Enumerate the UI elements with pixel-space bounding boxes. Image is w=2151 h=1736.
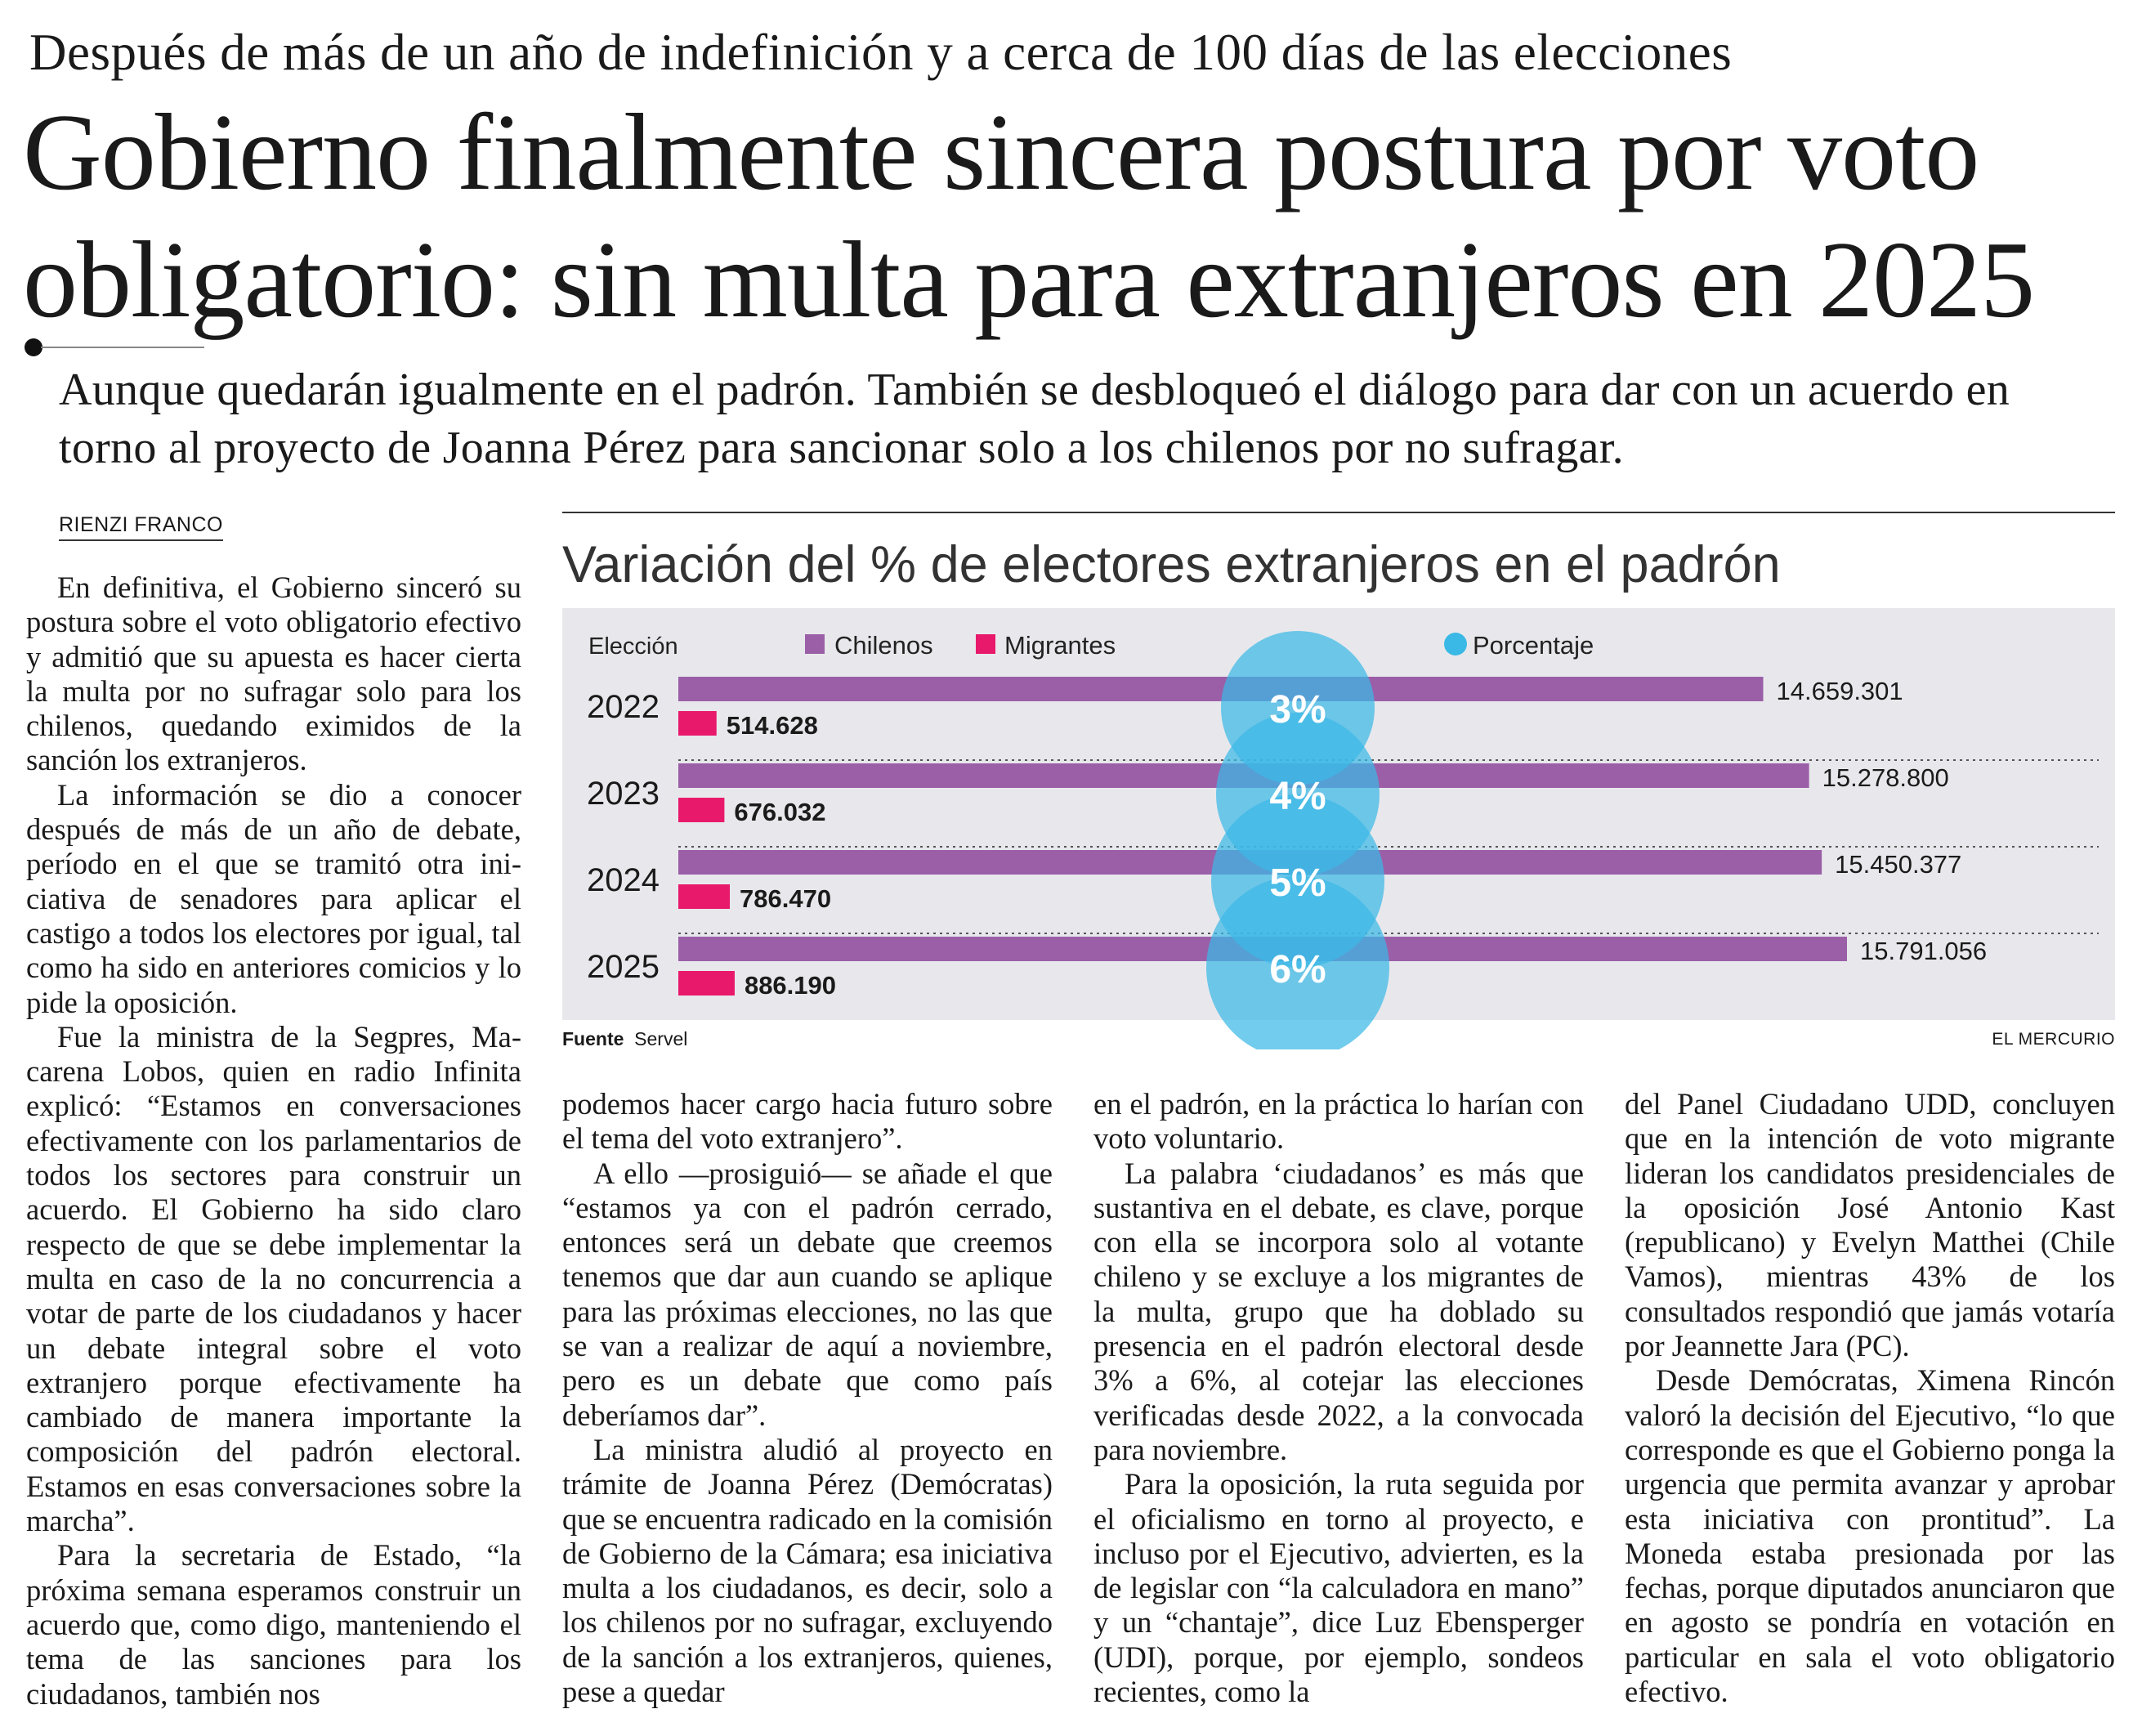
paragraph: Para la secretaria de Estado, “la próxim…	[26, 1538, 521, 1711]
article-column-3: en el padrón, en la práctica lo harían c…	[1093, 1087, 1584, 1709]
kicker: Después de más de un año de indefinición…	[29, 24, 1733, 81]
deck: Aunque quedarán igualmente en el padrón.…	[59, 365, 2010, 473]
bar-migrantes	[678, 884, 731, 909]
bubble-label-porcentaje: 6%	[1269, 948, 1326, 991]
bar-label-migrantes: 886.190	[745, 971, 836, 1000]
paragraph: en el padrón, en la práctica lo harían c…	[1093, 1087, 1584, 1156]
legend-label-migrantes: Migrantes	[1004, 631, 1116, 660]
chart-top-rule	[562, 512, 2115, 513]
paragraph: La ministra aludió al proyecto en trámit…	[562, 1432, 1053, 1709]
bubble-label-porcentaje: 5%	[1269, 861, 1326, 905]
category-label: 2024	[587, 862, 660, 898]
bullet-dot	[25, 338, 42, 356]
category-label: 2022	[587, 689, 660, 725]
paragraph: La palabra ‘ciudadanos’ es más que susta…	[1093, 1156, 1584, 1466]
source-value: Servel	[634, 1028, 688, 1049]
chart-credit: EL MERCURIO	[1992, 1030, 2115, 1049]
bar-label-chilenos: 15.450.377	[1835, 850, 1961, 879]
paragraph: podemos hacer cargo hacia futuro sobre e…	[562, 1087, 1053, 1156]
legend-label-porcentaje: Porcentaje	[1473, 631, 1594, 660]
bar-label-migrantes: 514.628	[727, 711, 818, 740]
paragraph: Fue la ministra de la Segpres, Ma­carena…	[26, 1019, 521, 1538]
byline: RIENZI FRANCO	[59, 513, 223, 541]
paragraph: En definitiva, el Gobierno sinceró su po…	[26, 570, 521, 777]
legend-label-chilenos: Chilenos	[834, 631, 933, 660]
chart-source: Fuente Servel	[562, 1028, 687, 1050]
article-column-4: del Panel Ciudadano UDD, conclu­yen que …	[1625, 1087, 2115, 1709]
bubble-label-porcentaje: 3%	[1269, 688, 1326, 732]
bar-label-migrantes: 786.470	[740, 884, 831, 913]
legend-swatch-migrantes	[976, 634, 995, 654]
headline: Gobierno finalmente sincera postura por …	[23, 92, 2035, 340]
bar-label-chilenos: 15.278.800	[1822, 763, 1949, 792]
paragraph: La información se dio a conocer después …	[26, 777, 521, 1019]
category-label: 2025	[587, 949, 660, 985]
legend-swatch-porcentaje	[1444, 633, 1467, 655]
bar-migrantes	[678, 711, 717, 736]
article-column-1: En definitiva, el Gobierno sinceró su po…	[26, 570, 521, 1711]
bubble-porcentaje	[1206, 876, 1389, 1049]
bar-label-migrantes: 676.032	[734, 798, 825, 826]
bar-migrantes	[678, 798, 725, 822]
bar-chilenos	[678, 677, 1764, 701]
legend-category-label: Elección	[588, 633, 678, 660]
bullet-rule	[41, 347, 204, 348]
paragraph: Desde Demócratas, Ximena Rin­cón valoró …	[1625, 1363, 2115, 1709]
legend-swatch-chilenos	[805, 634, 825, 654]
article-column-2: podemos hacer cargo hacia futuro sobre e…	[562, 1087, 1053, 1709]
bar-migrantes	[678, 971, 735, 996]
paragraph: Para la oposición, la ruta seguida por e…	[1093, 1467, 1584, 1709]
bar-label-chilenos: 14.659.301	[1777, 677, 1903, 705]
category-label: 2023	[587, 776, 660, 812]
paragraph: A ello —prosiguió— se añade el que “esta…	[562, 1156, 1053, 1432]
source-label: Fuente	[562, 1028, 624, 1049]
bubble-label-porcentaje: 4%	[1269, 775, 1326, 818]
paragraph: del Panel Ciudadano UDD, conclu­yen que …	[1625, 1087, 2115, 1363]
chart-title: Variación del % de electores extranjeros…	[562, 536, 1781, 593]
chart: Elección Chilenos Migrantes Porcentaje 2022 1…	[587, 631, 2099, 1049]
bar-label-chilenos: 15.791.056	[1860, 937, 1987, 965]
